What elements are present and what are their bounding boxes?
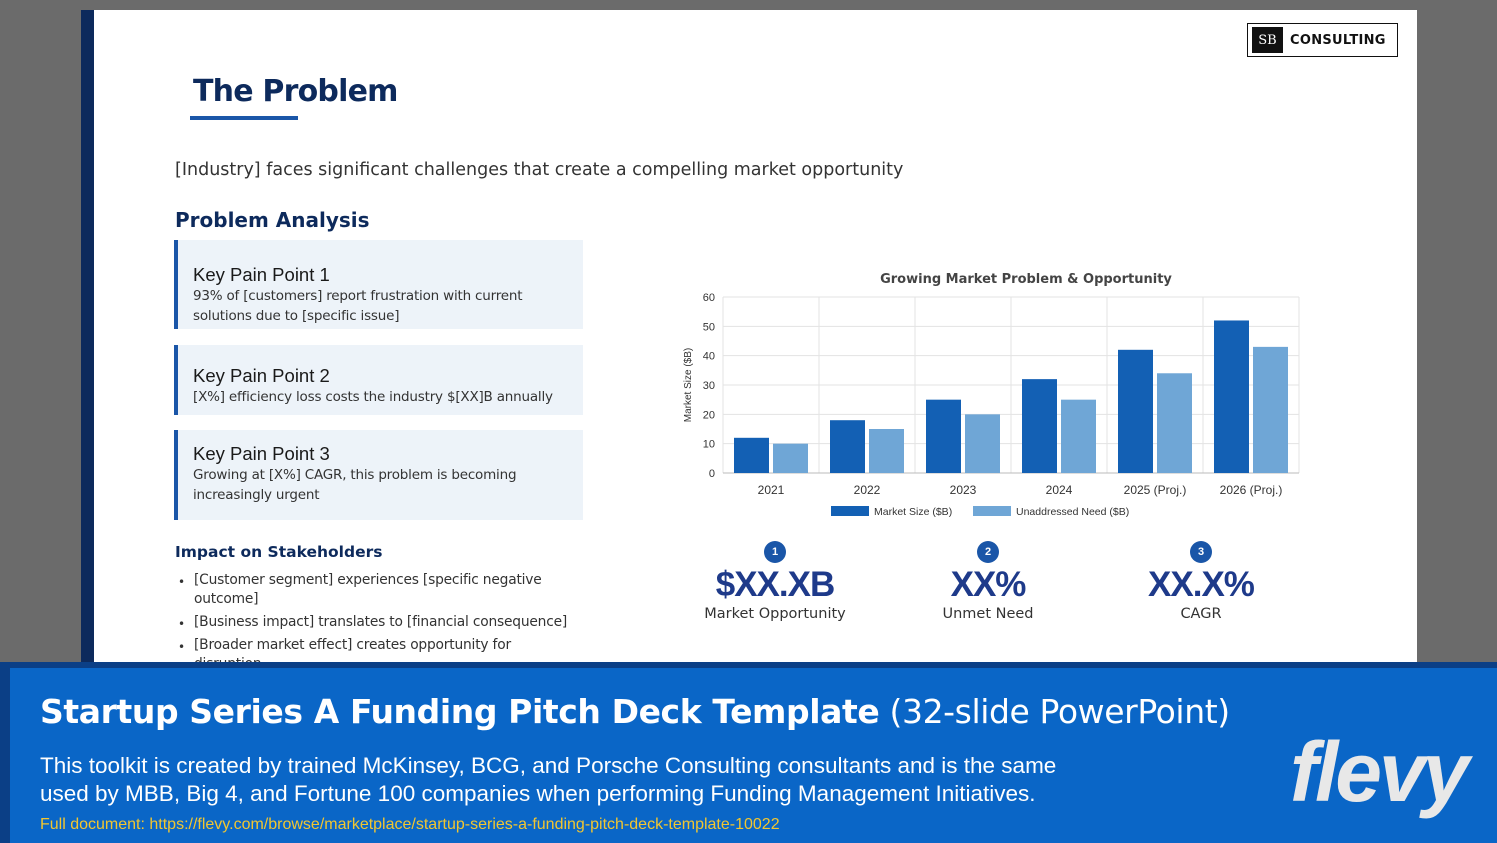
pain-point-card: Key Pain Point 2 [X%] efficiency loss co… [174,345,583,415]
metric-label: Unmet Need [942,606,1034,622]
legend-swatch [973,506,1011,516]
bar-market-size [1118,349,1153,473]
legend-label: Unaddressed Need ($B) [1016,506,1129,518]
y-tick-label: 30 [703,380,715,392]
pain-point-text: [X%] efficiency loss costs the industry … [193,389,553,405]
metric-number-badge: 2 [977,541,999,563]
bar-unaddressed-need [1061,399,1096,473]
banner-title-suffix: (32-slide PowerPoint) [889,692,1231,731]
y-tick-label: 10 [703,439,715,451]
bar-market-size [926,399,961,473]
x-tick-label: 2021 [758,483,785,497]
metric-market-opportunity: 1 $XX.XB Market Opportunity [685,541,865,622]
banner-description: This toolkit is created by trained McKin… [40,753,1057,806]
banner-accent-bar [0,668,10,843]
y-tick-label: 50 [703,321,715,333]
impact-heading: Impact on Stakeholders [175,543,383,561]
x-tick-label: 2022 [854,483,881,497]
logo-text: CONSULTING [1290,32,1386,48]
impact-item: [Customer segment] experiences [specific… [178,571,578,609]
bar-market-size [830,420,865,473]
bar-unaddressed-need [773,443,808,473]
bar-unaddressed-need [1253,346,1288,473]
y-tick-label: 40 [703,351,715,363]
legend-label: Market Size ($B) [874,506,952,518]
pain-point-title: Key Pain Point 2 [193,365,330,386]
y-tick-label: 60 [703,292,715,304]
pain-point-card: Key Pain Point 1 93% of [customers] repo… [174,240,583,329]
y-tick-label: 20 [703,409,715,421]
y-axis-label: Market Size ($B) [683,348,694,422]
pain-point-title: Key Pain Point 1 [193,264,330,285]
chart-title: Growing Market Problem & Opportunity [880,272,1172,287]
impact-list: [Customer segment] experiences [specific… [178,571,578,670]
x-tick-label: 2024 [1046,483,1073,497]
title-underline [190,116,298,120]
problem-analysis-heading: Problem Analysis [175,208,370,232]
impact-item: [Business impact] translates to [financi… [178,613,578,634]
y-tick-label: 0 [709,468,715,480]
flevy-logo: flevy [1290,725,1469,819]
bar-unaddressed-need [965,414,1000,473]
x-tick-label: 2023 [950,483,977,497]
metric-cagr: 3 XX.X% CAGR [1111,541,1291,622]
slide-title: The Problem [193,74,398,109]
x-tick-label: 2026 (Proj.) [1220,483,1283,497]
bar-market-size [1022,379,1057,473]
bar-market-size [734,437,769,473]
slide-accent-bar [81,10,94,670]
metric-label: Market Opportunity [704,606,846,622]
legend-swatch [831,506,869,516]
metric-value: $XX.XB [715,565,836,604]
metric-value: XX.X% [1148,565,1255,604]
pain-point-title: Key Pain Point 3 [193,443,330,464]
banner-title-main: Startup Series A Funding Pitch Deck Temp… [40,692,880,731]
slide: SB CONSULTING The Problem [Industry] fac… [81,10,1417,670]
bar-market-size [1214,320,1249,473]
pain-point-text: Growing at [X%] CAGR, this problem is be… [193,467,517,503]
metric-number-badge: 1 [764,541,786,563]
metric-value: XX% [950,565,1027,604]
x-tick-label: 2025 (Proj.) [1124,483,1187,497]
market-chart: Growing Market Problem & Opportunity 0 10 2… [683,272,1300,518]
slide-subtitle: [Industry] faces significant challenges … [175,160,904,180]
company-logo: SB CONSULTING [1247,23,1398,57]
metric-number-badge: 3 [1190,541,1212,563]
metric-unmet-need: 2 XX% Unmet Need [898,541,1078,622]
bar-unaddressed-need [869,429,904,473]
banner-title: Startup Series A Funding Pitch Deck Temp… [40,692,1230,731]
logo-mark: SB [1252,27,1283,53]
document-link[interactable]: Full document: https://flevy.com/browse/… [40,816,780,833]
promo-banner: Startup Series A Funding Pitch Deck Temp… [0,662,1497,843]
metric-label: CAGR [1180,606,1222,622]
pain-point-card: Key Pain Point 3 Growing at [X%] CAGR, t… [174,430,583,520]
bar-unaddressed-need [1157,373,1192,473]
pain-point-text: 93% of [customers] report frustration wi… [193,288,523,324]
